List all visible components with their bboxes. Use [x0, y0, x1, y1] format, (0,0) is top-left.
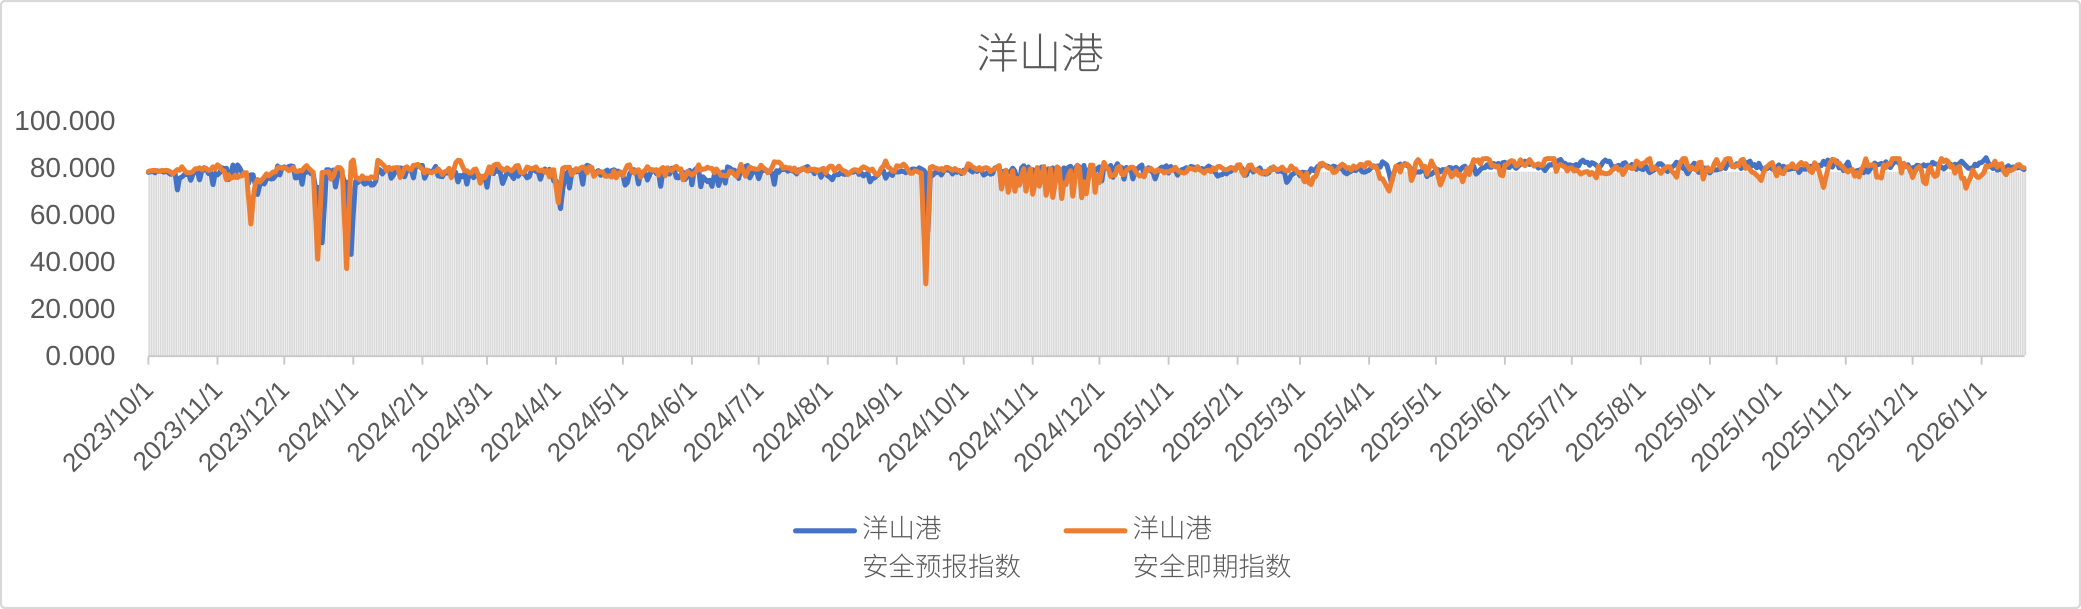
svg-text:0.000: 0.000 [45, 340, 115, 371]
svg-text:20.000: 20.000 [30, 293, 116, 324]
svg-text:60.000: 60.000 [30, 199, 116, 230]
svg-text:100.000: 100.000 [14, 105, 115, 136]
svg-text:40.000: 40.000 [30, 246, 116, 277]
svg-text:80.000: 80.000 [30, 152, 116, 183]
